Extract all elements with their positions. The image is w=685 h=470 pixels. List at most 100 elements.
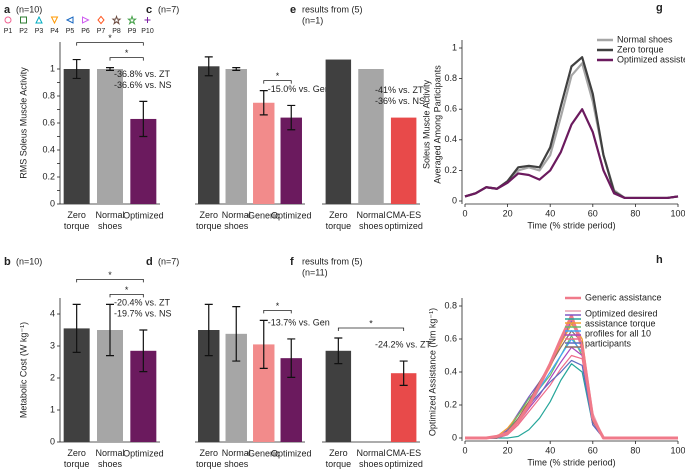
legend-label: P3: [35, 28, 44, 35]
x-tick-label: Zero torque: [64, 210, 90, 231]
legend-marker: [111, 14, 122, 25]
x-tick-label: Zero torque: [196, 448, 222, 469]
legend-label: P8: [112, 28, 121, 35]
legend-marker: [144, 17, 151, 23]
x-tick-label: CMA-ES optimized: [384, 210, 423, 231]
series-line: [465, 363, 678, 439]
x-tick-label: Normal shoes: [356, 448, 385, 469]
error-bar: [399, 360, 408, 386]
x-tick-label: 20: [503, 208, 513, 218]
legend-marker: [127, 14, 137, 25]
x-tick-label: Generic: [248, 210, 280, 220]
legend-label: Zero torque: [617, 44, 664, 54]
panel-label: e: [290, 4, 296, 16]
annotation: -24.2% vs. ZT: [375, 339, 432, 349]
error-bar: [287, 338, 296, 378]
bar: [390, 117, 417, 204]
annotation: -15.0% vs. Gen: [268, 84, 330, 94]
legend-label: Normal shoes: [617, 34, 673, 44]
legend-label: P4: [50, 28, 59, 35]
y-tick-label: 1: [452, 42, 457, 52]
series-line: [465, 359, 678, 439]
y-tick-label: 0: [452, 432, 457, 442]
bar: [358, 69, 384, 204]
error-bar: [139, 100, 148, 138]
panel-label: a: [4, 4, 11, 16]
significance-bracket: [263, 80, 292, 84]
bar: [325, 59, 352, 204]
legend-label: P6: [81, 28, 90, 35]
y-tick-label: 0.4: [42, 144, 55, 154]
y-axis-label: RMS Soleus Muscle Activity: [18, 67, 28, 179]
x-tick-label: Zero torque: [326, 448, 352, 469]
y-tick-label: 4: [50, 308, 55, 318]
annotation: -13.7% vs. Gen: [268, 317, 330, 327]
x-tick-label: Optimized: [271, 210, 312, 220]
x-tick-label: 80: [630, 208, 640, 218]
significance-label: *: [276, 71, 280, 81]
series-line: [465, 354, 678, 439]
y-tick-label: 0.6: [42, 117, 55, 127]
error-bar: [106, 67, 114, 71]
error-bar: [259, 90, 268, 116]
legend-marker: [97, 15, 105, 25]
panel-label: c: [146, 4, 152, 16]
x-tick-label: Zero torque: [326, 210, 352, 231]
x-tick-label: 80: [630, 445, 640, 455]
series-line: [464, 108, 679, 200]
panel-n: (n=7): [158, 256, 179, 266]
y-tick-label: 0.4: [444, 366, 457, 376]
panel-label: f: [290, 256, 294, 268]
series-line: [465, 335, 678, 439]
error-bar: [72, 303, 81, 353]
x-tick-label: Generic: [248, 448, 280, 458]
significance-bracket: [263, 310, 292, 314]
panel-n: (n=11): [302, 267, 328, 277]
error-bar: [334, 337, 343, 365]
significance-bracket: [109, 57, 144, 61]
error-bar: [106, 303, 114, 357]
significance-label: *: [108, 270, 112, 280]
significance-bracket: [76, 42, 144, 46]
legend-marker: [20, 16, 27, 24]
error-bar: [139, 329, 148, 373]
annotation: -20.4% vs. ZT: [114, 297, 171, 307]
x-axis-label: Time (% stride period): [527, 457, 615, 467]
error-bar: [259, 319, 268, 369]
y-tick-label: 0.8: [444, 73, 457, 83]
legend-marker: [65, 16, 74, 24]
x-tick-label: Zero torque: [196, 210, 222, 231]
legend-marker: [35, 15, 43, 24]
x-tick-label: 60: [588, 208, 598, 218]
panel-n: (n=1): [302, 15, 323, 25]
y-tick-label: 1: [50, 63, 55, 73]
x-tick-label: CMA-ES optimized: [384, 448, 423, 469]
error-bar: [204, 56, 213, 77]
legend-label: P9: [128, 28, 137, 35]
x-tick-label: 100: [670, 445, 685, 455]
panel-label: g: [656, 2, 663, 14]
significance-bracket: [109, 294, 144, 298]
x-tick-label: Normal shoes: [222, 210, 251, 231]
y-tick-label: 0.4: [444, 134, 457, 144]
significance-bracket: [76, 279, 144, 283]
legend-label: P5: [66, 28, 75, 35]
legend-label: P7: [97, 28, 106, 35]
bar: [198, 330, 220, 442]
legend-marker: [50, 16, 59, 25]
legend-annotation: profiles for all 10: [585, 328, 651, 338]
y-tick-label: 0.2: [444, 165, 457, 175]
legend-label: P1: [4, 28, 13, 35]
x-tick-label: 100: [670, 208, 685, 218]
panel-label: d: [146, 256, 153, 268]
x-axis-label: Time (% stride period): [527, 220, 615, 230]
error-bar: [232, 306, 241, 362]
y-tick-label: 0: [50, 198, 55, 208]
y-axis-label: Metabolic Cost (W kg⁻¹): [18, 322, 28, 418]
panel-label: b: [4, 256, 11, 268]
bar: [225, 333, 247, 442]
significance-bracket: [337, 327, 405, 331]
x-tick-label: 0: [462, 208, 467, 218]
legend-label: P10: [141, 28, 154, 35]
